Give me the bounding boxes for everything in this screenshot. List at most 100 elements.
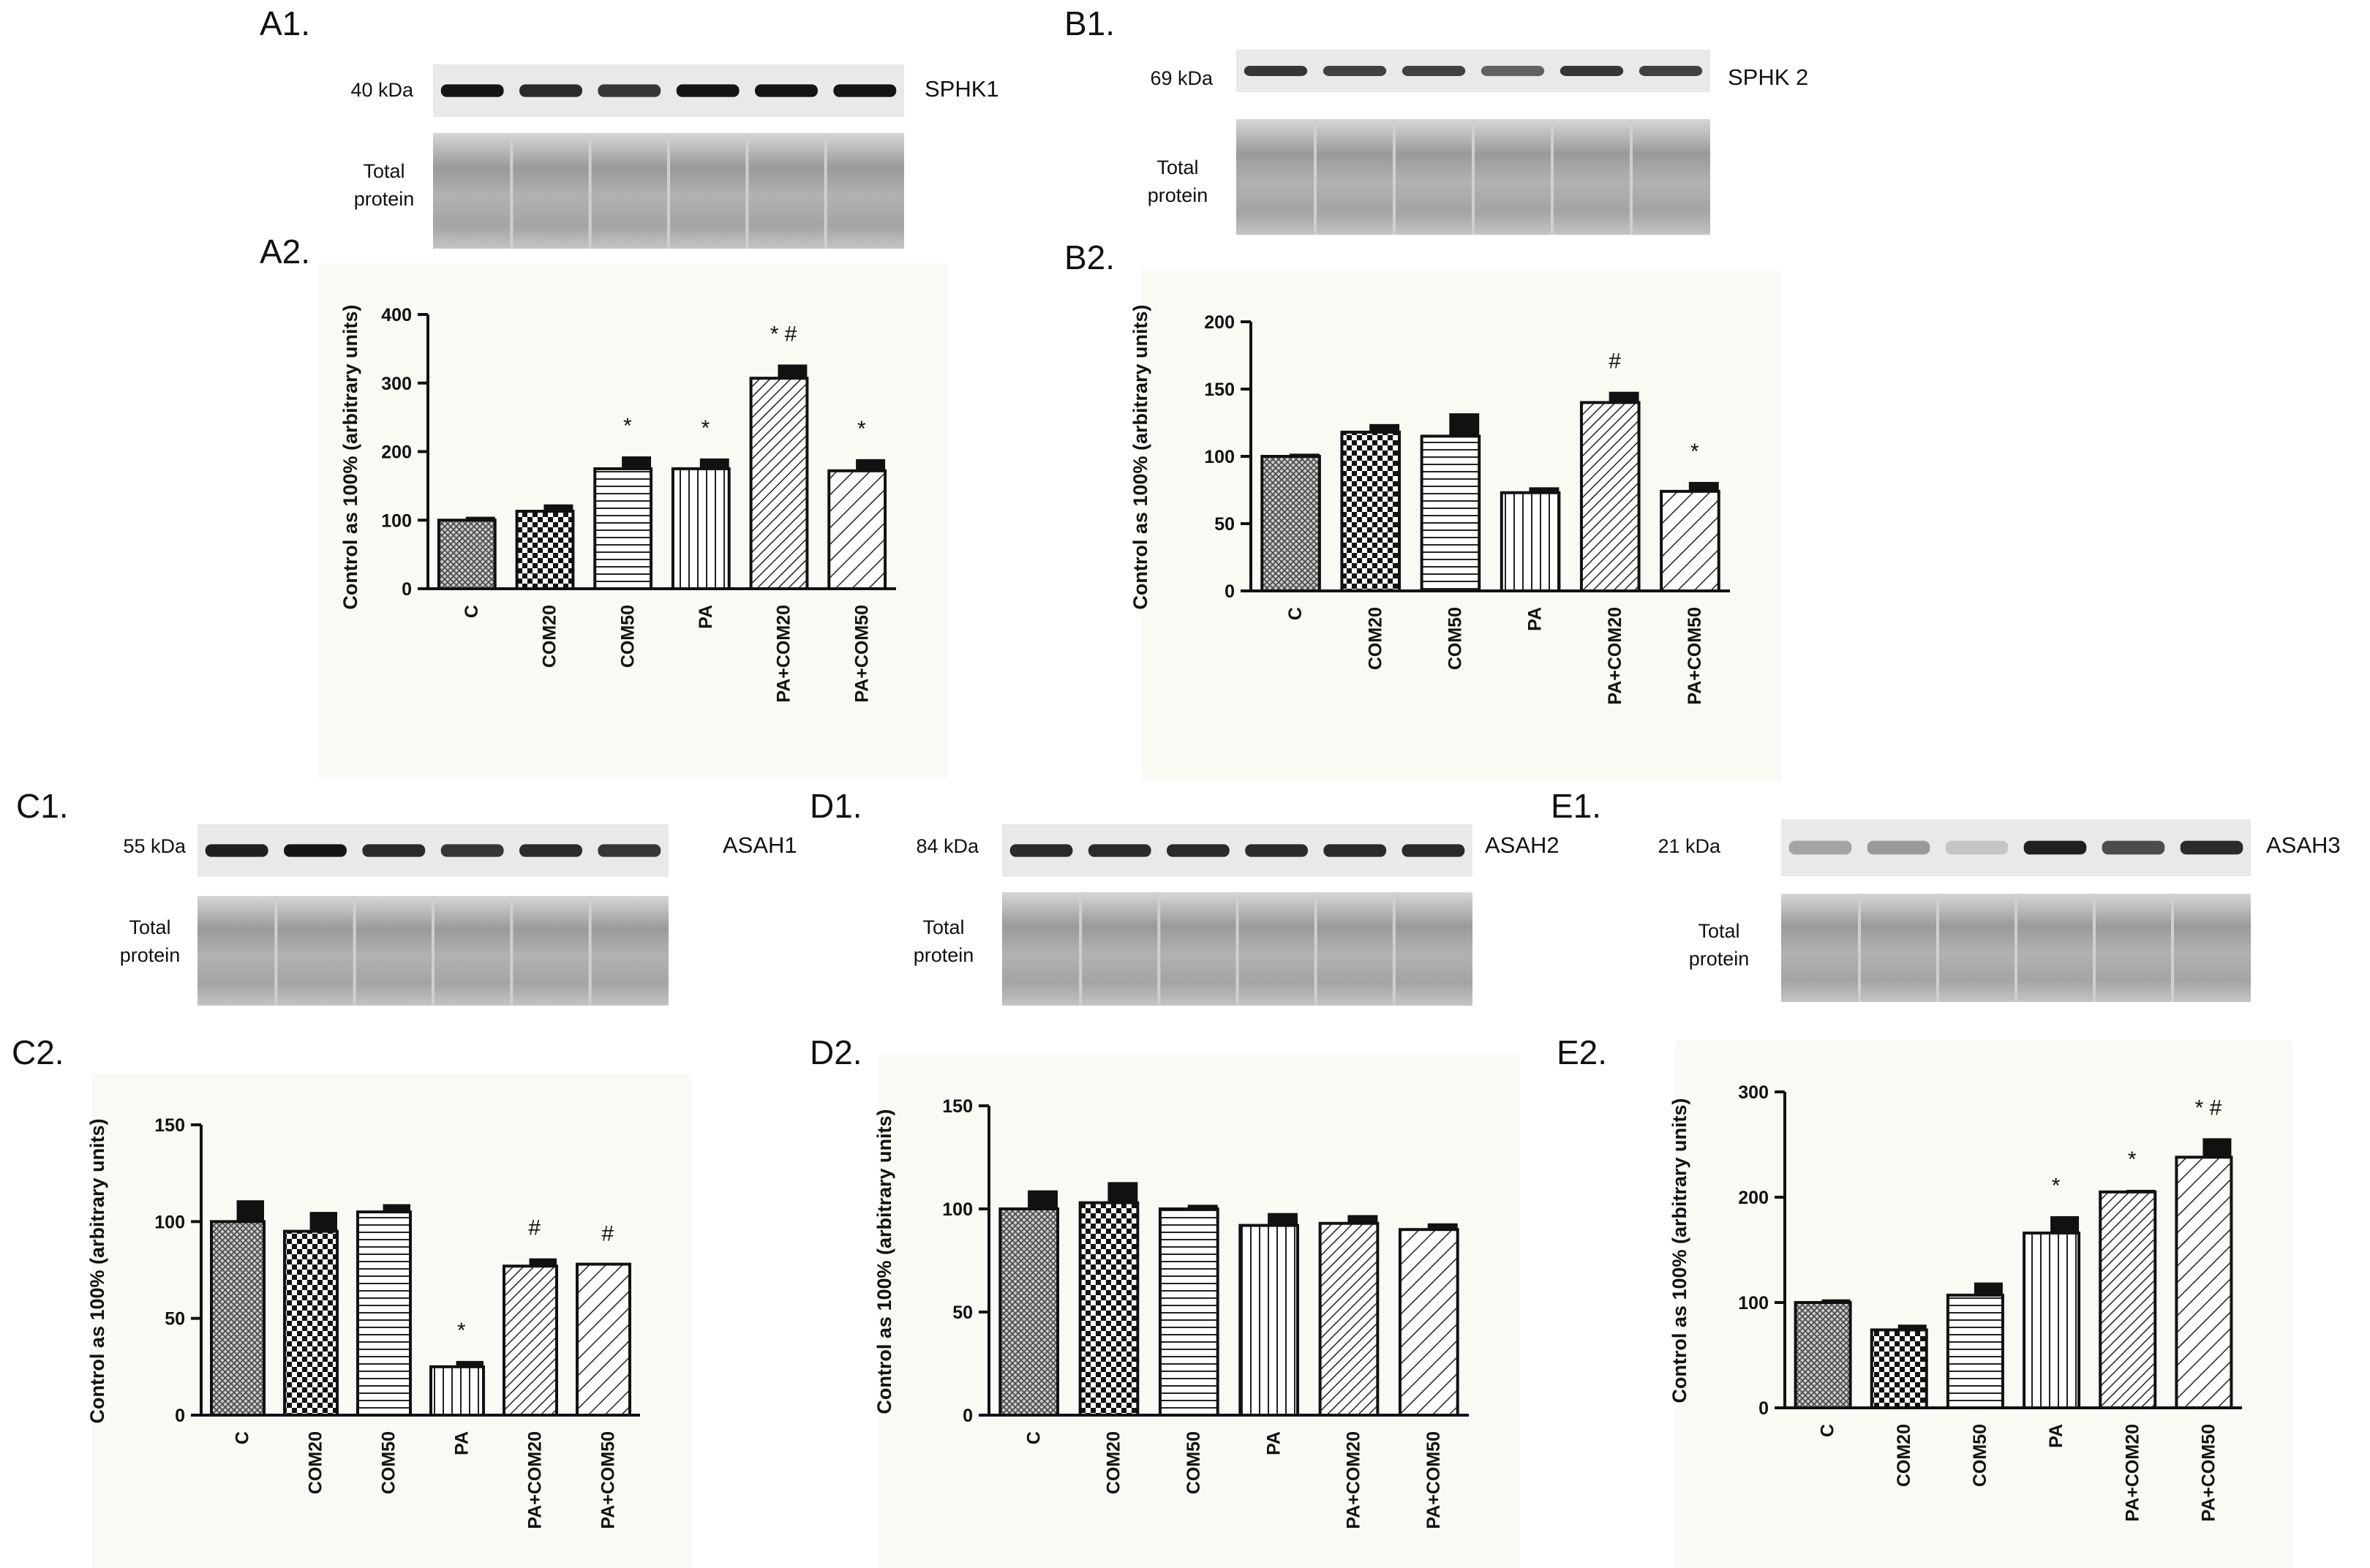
y-tick-label: 300 <box>381 374 412 394</box>
error-bar <box>543 504 573 512</box>
x-tick-label: COM20 <box>1365 607 1385 670</box>
error-bar <box>1897 1324 1927 1330</box>
error-bar <box>2126 1189 2156 1192</box>
y-tick-label: 100 <box>381 510 412 531</box>
protein-name-label: ASAH3 <box>2266 832 2341 858</box>
y-axis-label: Control as 100% (arbitrary units) <box>86 1118 108 1423</box>
x-tick-label: PA+COM20 <box>1344 1431 1364 1529</box>
x-tick-label: COM20 <box>1894 1424 1914 1487</box>
y-tick-label: 50 <box>1214 514 1235 535</box>
error-bar <box>1688 481 1719 491</box>
x-tick-label: C <box>1023 1431 1044 1444</box>
protein-band <box>519 84 582 97</box>
blot-panel-label: C1. <box>16 787 69 825</box>
protein-band <box>1167 844 1230 857</box>
error-bar <box>856 459 886 471</box>
bar <box>1660 489 1720 593</box>
x-tick-label: COM50 <box>379 1431 399 1494</box>
protein-band <box>1560 66 1624 76</box>
significance-annotation: * # <box>2195 1096 2222 1120</box>
y-tick-label: 200 <box>381 442 412 463</box>
bar <box>2099 1190 2157 1410</box>
error-bar <box>465 516 495 521</box>
x-tick-label: PA+COM20 <box>525 1431 546 1529</box>
bar <box>429 1365 485 1417</box>
protein-band <box>1009 844 1073 857</box>
bar <box>1420 434 1481 593</box>
x-tick-label: PA+COM50 <box>851 605 872 703</box>
x-tick-label: PA+COM20 <box>1605 607 1625 705</box>
x-tick-label: COM50 <box>617 605 638 668</box>
protein-band <box>1402 844 1465 857</box>
bar <box>1078 1201 1140 1417</box>
protein-band <box>519 844 582 857</box>
protein-name-label: ASAH1 <box>723 832 797 858</box>
protein-band <box>440 844 504 857</box>
bar <box>593 467 653 590</box>
protein-band <box>755 84 818 97</box>
y-tick-label: 0 <box>963 1406 973 1426</box>
bar <box>283 1229 339 1417</box>
protein-band <box>1945 840 2009 855</box>
blot-panel-label: D1. <box>810 787 862 825</box>
error-bar <box>699 458 729 469</box>
x-tick-label: COM50 <box>1445 607 1466 670</box>
x-tick-label: PA <box>452 1431 473 1455</box>
protein-band <box>1088 844 1151 857</box>
protein-band <box>1639 66 1703 76</box>
significance-annotation: # <box>1609 350 1621 374</box>
x-tick-label: PA+COM20 <box>2122 1424 2143 1522</box>
error-bar <box>1369 423 1400 432</box>
blot-panel-label: B1. <box>1064 4 1115 42</box>
bar <box>1318 1221 1380 1417</box>
y-tick-label: 300 <box>1738 1082 1769 1103</box>
x-tick-label: PA+COM20 <box>774 605 794 703</box>
bar <box>1946 1293 2004 1410</box>
y-tick-label: 0 <box>402 579 412 600</box>
western-blot-strip <box>1002 824 1472 877</box>
y-tick-label: 150 <box>1204 380 1235 400</box>
protein-band <box>1788 840 1852 855</box>
protein-name-label: ASAH2 <box>1485 832 1560 858</box>
total-protein-label: protein <box>354 188 415 210</box>
error-bar <box>529 1258 557 1267</box>
protein-band <box>440 84 504 97</box>
y-axis-label: Control as 100% (arbitrary units) <box>1129 304 1151 609</box>
significance-annotation: # <box>601 1222 614 1246</box>
bar <box>503 1264 558 1417</box>
bar <box>827 469 887 590</box>
protein-name-label: SPHK1 <box>925 76 999 102</box>
chart-panel-label: A2. <box>260 233 310 271</box>
kda-label: 21 kDa <box>1658 835 1721 857</box>
total-protein-label: protein <box>914 944 974 966</box>
significance-annotation: * <box>1690 440 1699 464</box>
total-protein-label: protein <box>1689 948 1750 970</box>
bar <box>2175 1156 2233 1410</box>
y-tick-label: 50 <box>952 1303 973 1323</box>
bar <box>356 1210 412 1417</box>
y-tick-label: 150 <box>154 1115 185 1136</box>
x-tick-label: PA <box>1525 607 1546 631</box>
total-protein-label: Total <box>1156 157 1198 178</box>
bar <box>1870 1328 1928 1409</box>
chart-panel-label: E2. <box>1557 1033 1607 1071</box>
error-bar <box>309 1212 337 1232</box>
bar <box>1794 1301 1852 1409</box>
significance-annotation: * <box>2128 1147 2137 1172</box>
bar <box>210 1220 266 1417</box>
x-tick-label: COM20 <box>1104 1431 1124 1494</box>
kda-label: 69 kDa <box>1150 67 1214 89</box>
significance-annotation: * <box>857 417 866 441</box>
x-tick-label: PA+COM50 <box>2199 1424 2219 1522</box>
x-tick-label: C <box>233 1431 253 1444</box>
total-protein-label: Total <box>129 916 170 938</box>
y-axis-label: Control as 100% (arbitrary units) <box>873 1109 895 1414</box>
chart-panel-label: B2. <box>1064 238 1115 276</box>
error-bar <box>1821 1299 1851 1303</box>
total-protein-label: protein <box>120 944 181 966</box>
error-bar <box>1974 1282 2003 1295</box>
x-tick-label: C <box>462 605 482 618</box>
y-tick-label: 100 <box>942 1199 973 1220</box>
x-tick-label: C <box>1818 1424 1838 1437</box>
y-tick-label: 400 <box>381 305 412 325</box>
